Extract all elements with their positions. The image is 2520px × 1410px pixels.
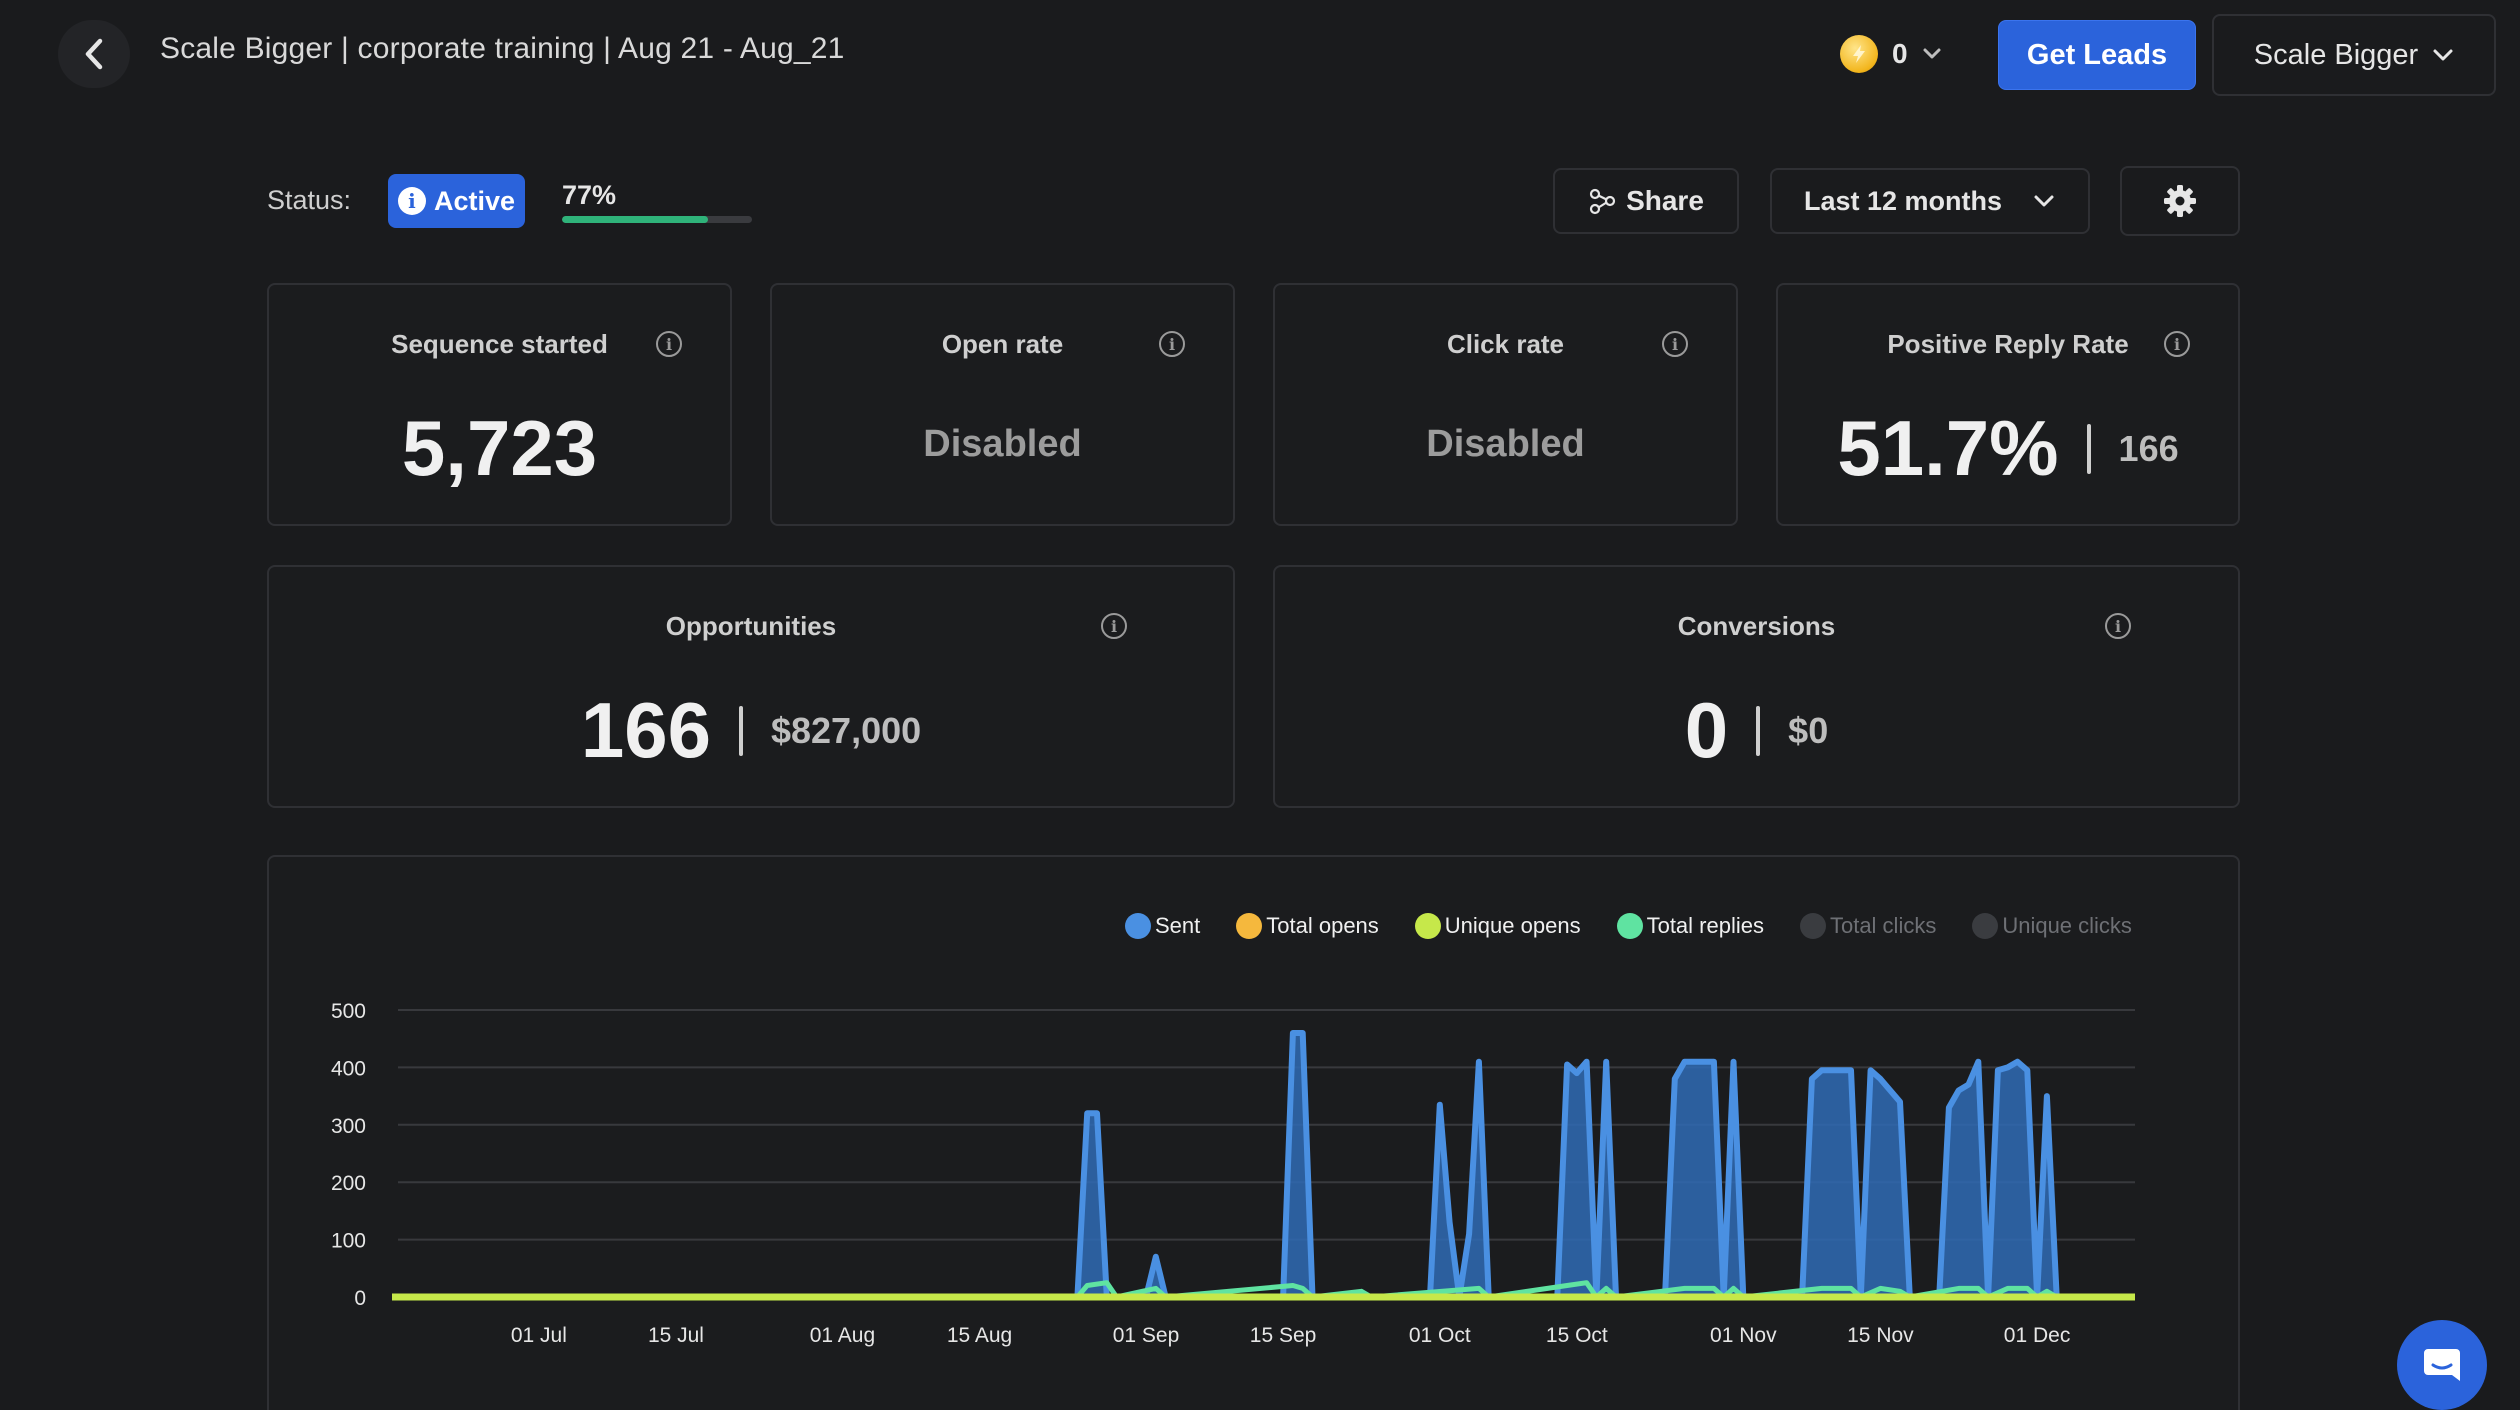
status-label: Status: bbox=[267, 185, 352, 215]
status-badge[interactable]: i Active bbox=[388, 174, 525, 228]
x-tick-label: 01 Aug bbox=[810, 1324, 875, 1347]
x-tick-label: 01 Jul bbox=[511, 1324, 567, 1347]
positive-reply-count: 166 bbox=[2118, 427, 2179, 469]
legend-label: Unique clicks bbox=[2002, 913, 2132, 938]
info-icon[interactable]: i bbox=[2105, 613, 2131, 639]
y-tick-label: 200 bbox=[331, 1172, 366, 1195]
legend-dot bbox=[1616, 913, 1643, 939]
info-icon[interactable]: i bbox=[1159, 331, 1185, 357]
account-dropdown[interactable]: Scale Bigger bbox=[2212, 14, 2496, 96]
conversions-amount: $0 bbox=[1788, 709, 1829, 751]
conversions-card: Conversions i 0 $0 bbox=[1273, 565, 2240, 808]
x-tick-label: 01 Oct bbox=[1409, 1324, 1471, 1347]
info-icon[interactable]: i bbox=[656, 331, 682, 357]
chevron-down-icon bbox=[1923, 48, 1941, 59]
page-title: Scale Bigger | corporate training | Aug … bbox=[160, 32, 845, 65]
conversions-value: 0 bbox=[1684, 686, 1729, 774]
card-title: Open rate bbox=[941, 329, 1064, 359]
chevron-left-icon bbox=[85, 38, 103, 70]
x-tick-label: 15 Sep bbox=[1250, 1324, 1317, 1347]
legend-dot bbox=[1799, 913, 1826, 939]
x-tick-label: 15 Jul bbox=[648, 1324, 704, 1347]
legend-item[interactable]: Unique clicks bbox=[1972, 913, 2132, 939]
y-tick-label: 400 bbox=[331, 1057, 366, 1080]
back-button[interactable] bbox=[58, 20, 130, 88]
chat-launcher-button[interactable] bbox=[2397, 1320, 2487, 1410]
positive-reply-rate-value: 51.7% bbox=[1837, 404, 2059, 492]
card-title: Sequence started bbox=[391, 329, 608, 359]
y-tick-label: 500 bbox=[331, 1000, 366, 1023]
info-icon[interactable]: i bbox=[1662, 331, 1688, 357]
y-tick-label: 300 bbox=[331, 1115, 366, 1138]
card-title: Conversions bbox=[1677, 611, 1836, 641]
date-range-select[interactable]: Last 12 months bbox=[1770, 168, 2090, 234]
x-tick-label: 15 Nov bbox=[1847, 1324, 1914, 1347]
open-rate-value: Disabled bbox=[923, 423, 1082, 465]
share-button[interactable]: Share bbox=[1553, 168, 1739, 234]
opportunities-card: Opportunities i 166 $827,000 bbox=[267, 565, 1235, 808]
chevron-down-icon bbox=[2034, 195, 2054, 207]
y-tick-label: 100 bbox=[331, 1230, 366, 1253]
positive-reply-rate-card: Positive Reply Rate i 51.7% 166 bbox=[1776, 283, 2240, 526]
click-rate-card: Click rate i Disabled bbox=[1273, 283, 1738, 526]
legend-label: Total clicks bbox=[1829, 913, 1937, 938]
legend-dot bbox=[1236, 913, 1263, 939]
activity-chart-card bbox=[267, 855, 2240, 1410]
share-label: Share bbox=[1626, 185, 1704, 216]
date-range-label: Last 12 months bbox=[1804, 185, 2003, 216]
sequence-started-value: 5,723 bbox=[401, 404, 598, 492]
credits-count: 0 bbox=[1892, 38, 1908, 69]
card-title: Opportunities bbox=[665, 611, 837, 641]
top-bar: Scale Bigger | corporate training | Aug … bbox=[0, 0, 2520, 108]
value-separator bbox=[1756, 705, 1761, 756]
legend-dot bbox=[1125, 913, 1151, 939]
open-rate-card: Open rate i Disabled bbox=[770, 283, 1235, 526]
opportunities-amount: $827,000 bbox=[770, 709, 922, 751]
progress-bar bbox=[562, 216, 752, 223]
legend-label: Unique opens bbox=[1444, 913, 1581, 938]
series-sent-line bbox=[392, 1030, 2135, 1300]
status-badge-label: Active bbox=[433, 185, 516, 216]
gear-icon bbox=[2164, 185, 2196, 217]
card-title: Positive Reply Rate bbox=[1887, 329, 2129, 359]
legend-label: Total opens bbox=[1266, 913, 1379, 938]
info-icon: i bbox=[397, 187, 426, 215]
get-leads-button[interactable]: Get Leads bbox=[1998, 20, 2196, 90]
info-icon[interactable]: i bbox=[1101, 613, 1127, 639]
legend-label: Sent bbox=[1155, 913, 1201, 938]
coin-icon bbox=[1840, 35, 1878, 73]
legend-dot bbox=[1972, 913, 1999, 939]
legend-item[interactable]: Total opens bbox=[1236, 913, 1379, 939]
legend-dot bbox=[1414, 913, 1441, 939]
progress-bar-fill bbox=[562, 216, 709, 223]
legend-item[interactable]: Unique opens bbox=[1414, 913, 1581, 939]
chevron-down-icon bbox=[2433, 49, 2453, 61]
account-label: Scale Bigger bbox=[2253, 38, 2419, 71]
card-title: Click rate bbox=[1446, 329, 1565, 359]
chat-icon bbox=[2424, 1349, 2460, 1381]
click-rate-value: Disabled bbox=[1426, 423, 1585, 465]
chart-legend: Sent Total opens Unique opens Total replies… bbox=[1125, 913, 2168, 939]
legend-label: Total replies bbox=[1646, 913, 1764, 938]
x-tick-label: 15 Aug bbox=[947, 1324, 1012, 1347]
x-tick-label: 01 Nov bbox=[1710, 1324, 1777, 1347]
progress-percent: 77% bbox=[562, 180, 617, 210]
legend-item[interactable]: Total clicks bbox=[1799, 913, 1937, 939]
share-icon bbox=[1589, 188, 1616, 215]
x-tick-label: 01 Dec bbox=[2004, 1324, 2071, 1347]
value-separator bbox=[2086, 423, 2091, 474]
series-sent-area bbox=[392, 1033, 2135, 1297]
x-tick-label: 15 Oct bbox=[1546, 1324, 1608, 1347]
y-tick-label: 0 bbox=[354, 1287, 366, 1310]
opportunities-value: 166 bbox=[580, 686, 711, 774]
x-tick-label: 01 Sep bbox=[1113, 1324, 1180, 1347]
legend-item[interactable]: Total replies bbox=[1616, 913, 1764, 939]
settings-button[interactable] bbox=[2120, 166, 2240, 236]
value-separator bbox=[738, 705, 743, 756]
info-icon[interactable]: i bbox=[2164, 331, 2190, 357]
credits-dropdown[interactable]: 0 bbox=[1840, 32, 1942, 76]
legend-item[interactable]: Sent bbox=[1125, 913, 1200, 939]
sequence-started-card: Sequence started i 5,723 bbox=[267, 283, 732, 526]
